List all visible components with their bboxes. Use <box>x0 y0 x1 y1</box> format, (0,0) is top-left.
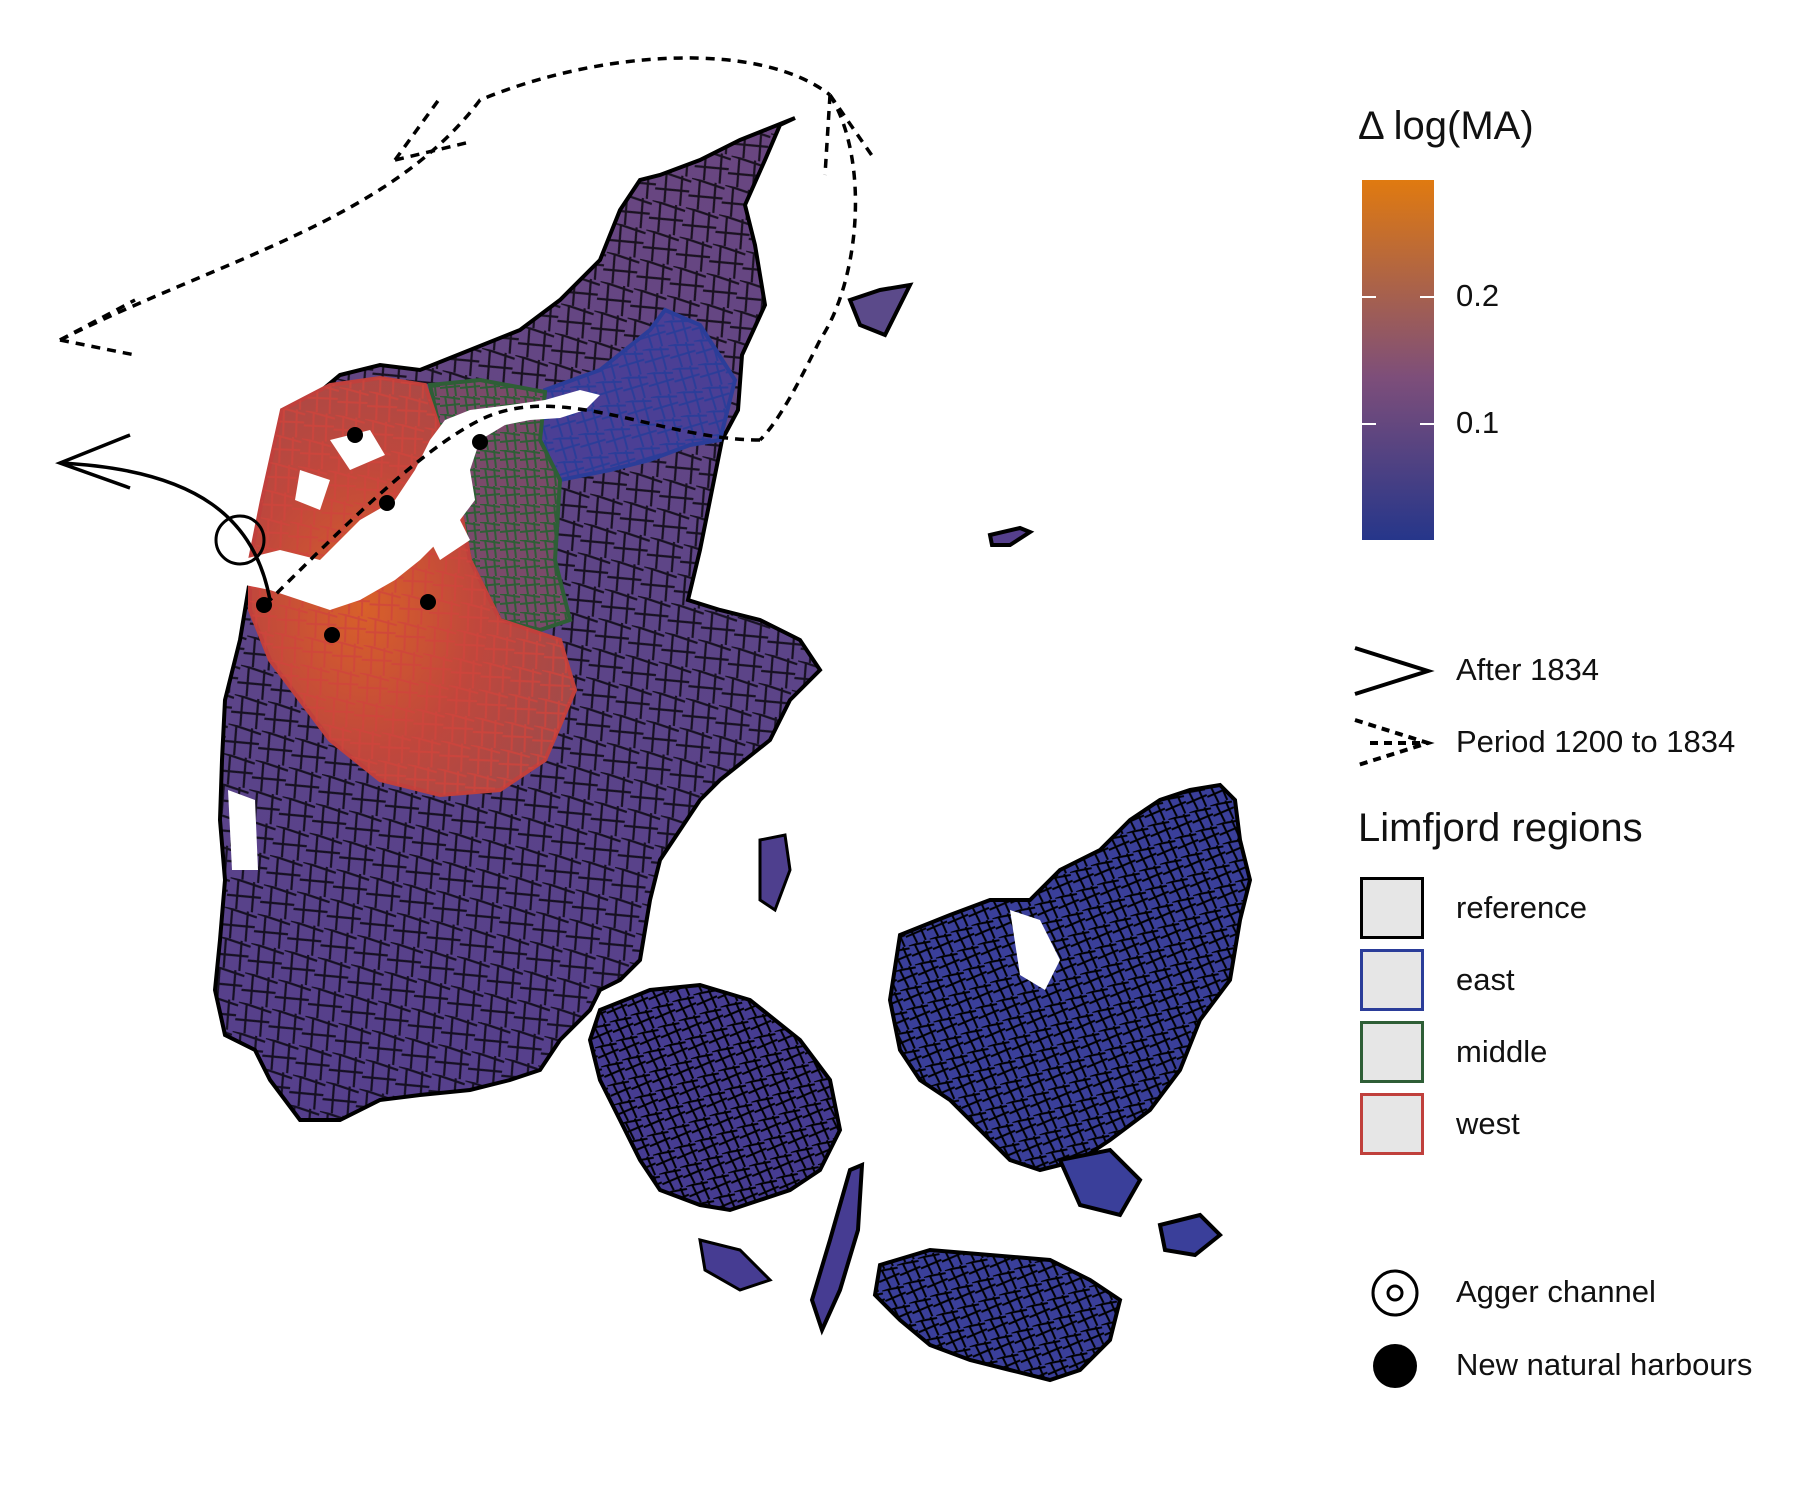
modern-route <box>55 433 272 601</box>
marker-label-agger: Agger channel <box>1456 1274 1656 1309</box>
limfjord-inlet-2 <box>295 470 330 510</box>
agger-channel-marker <box>214 514 266 566</box>
limfjord-inlet-3 <box>420 510 470 560</box>
route-limfjord <box>268 404 761 602</box>
region-label-reference: reference <box>1456 890 1587 925</box>
colorbar-tick-label: 0.2 <box>1456 278 1500 313</box>
region-swatch-west <box>1360 1093 1424 1155</box>
marker-label-harbours: New natural harbours <box>1456 1347 1753 1382</box>
samso-island <box>758 833 792 913</box>
solid-arrow-icon <box>1354 646 1435 696</box>
route-skagen-east <box>758 94 858 442</box>
dashed-arrow-icon <box>1354 718 1435 768</box>
zealand-mesh <box>890 785 1250 1170</box>
harbour-dot-icon <box>1373 1344 1417 1388</box>
limfjord-water <box>240 390 600 610</box>
limfjord-inlet-1 <box>330 430 385 470</box>
zealand-south-peninsula <box>1057 1147 1143 1218</box>
harbour-dot <box>324 627 340 643</box>
route-arrowhead-north-2 <box>823 94 877 176</box>
route-after-1834-arrowhead <box>55 433 131 490</box>
harbour-markers <box>256 427 488 643</box>
region-label-east: east <box>1456 962 1515 997</box>
zealand <box>872 782 1253 1383</box>
funen-mesh <box>590 985 840 1210</box>
lolland-mesh <box>875 1250 1120 1380</box>
route-arrowhead-north-1 <box>393 96 471 162</box>
region-swatch-middle <box>1360 1021 1424 1083</box>
region-swatch-east <box>1360 949 1424 1011</box>
legend-ma-title: Δ log(MA) <box>1358 104 1534 148</box>
colorbar <box>1362 180 1434 540</box>
harbour-dot <box>347 427 363 443</box>
colorbar-tick-label: 0.1 <box>1456 405 1500 440</box>
funen <box>587 982 865 1336</box>
route-legend-after-1834: After 1834 <box>1456 652 1600 687</box>
ringkobing-fjord <box>228 790 258 870</box>
route-legend-period: Period 1200 to 1834 <box>1456 724 1736 759</box>
region-label-middle: middle <box>1456 1034 1548 1069</box>
region-label-west: west <box>1456 1106 1520 1141</box>
aero-island <box>698 1237 773 1292</box>
historic-routes <box>59 56 877 602</box>
harbour-dot <box>420 594 436 610</box>
langeland-island <box>809 1161 865 1336</box>
legend-regions-title: Limfjord regions <box>1358 806 1643 850</box>
laeso-island <box>847 282 914 338</box>
route-arrowhead-west <box>59 298 136 357</box>
jutland <box>212 116 823 1122</box>
harbour-dot <box>379 495 395 511</box>
region-swatch-reference <box>1360 877 1424 939</box>
isefjord-water <box>1010 910 1060 990</box>
anholt-island <box>987 525 1035 547</box>
mon-island <box>1157 1212 1223 1258</box>
limfjord-east-mesh <box>540 310 735 480</box>
limfjord-west-mesh <box>250 378 575 795</box>
harbour-dot <box>472 434 488 450</box>
route-after-1834 <box>59 461 272 601</box>
harbour-dot <box>256 597 272 613</box>
agger-channel-icon <box>1371 1269 1419 1317</box>
